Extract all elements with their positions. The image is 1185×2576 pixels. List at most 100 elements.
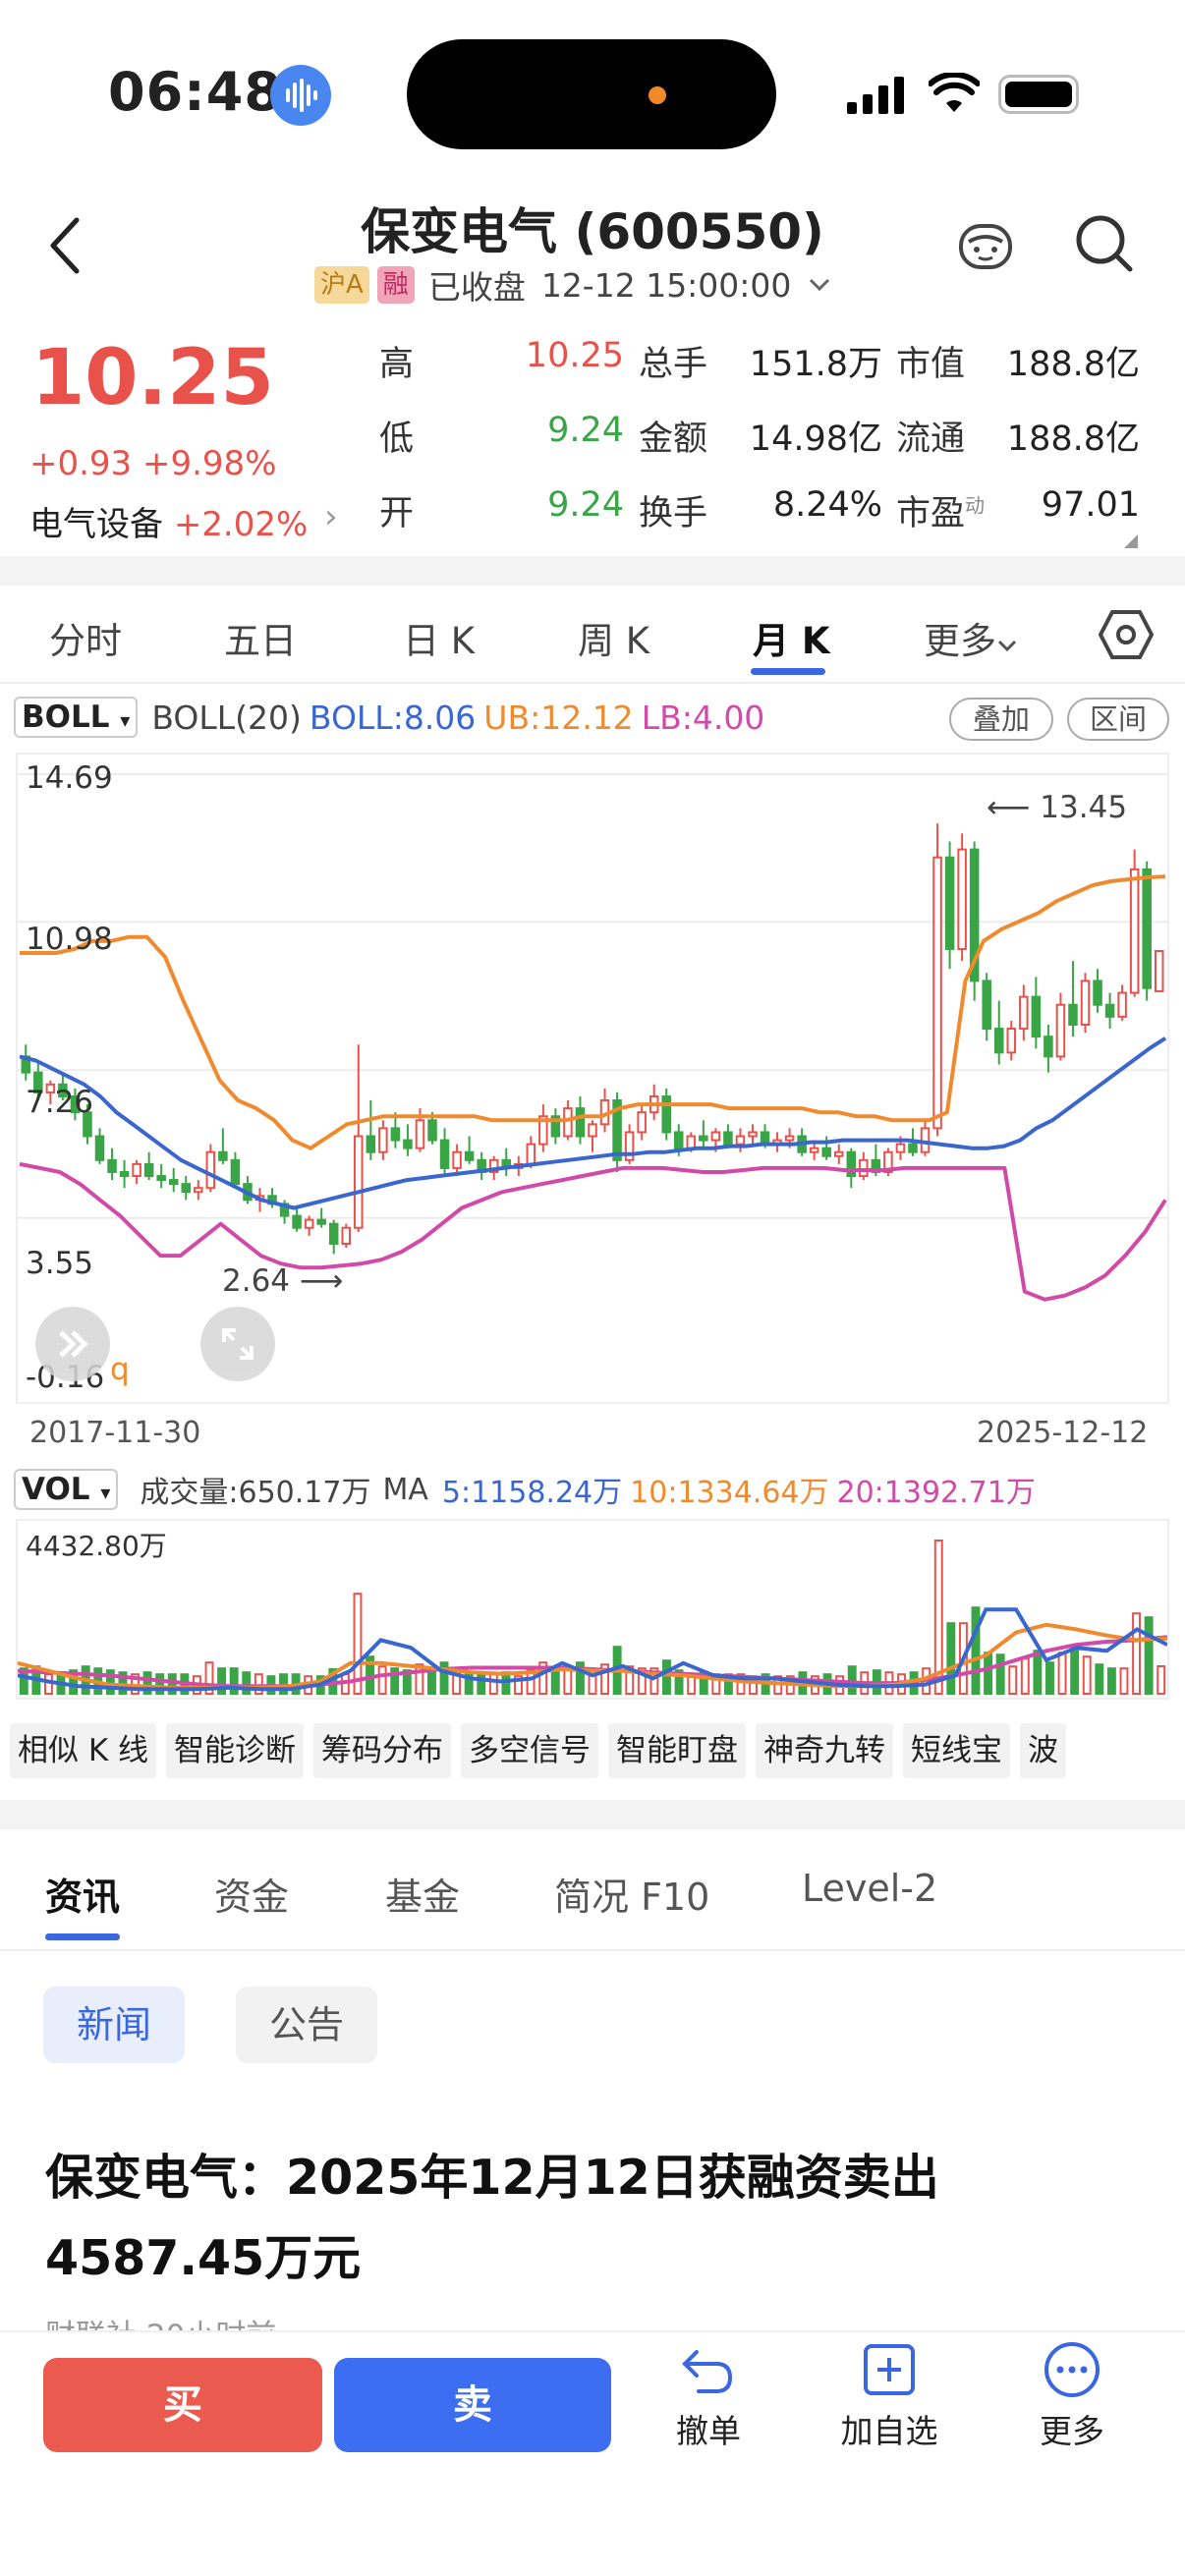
candle-body: [143, 1162, 154, 1178]
volume-bar: [402, 1669, 412, 1695]
tab-five-day[interactable]: 五日: [224, 620, 297, 662]
tab-daily-k[interactable]: 日 K: [403, 620, 476, 662]
tool-magic-nine[interactable]: 神奇九转: [756, 1723, 894, 1778]
tab-timeshare[interactable]: 分时: [49, 620, 122, 662]
volume-bar: [377, 1665, 387, 1695]
kline-chart-frame[interactable]: [16, 753, 1169, 1404]
tab-level2[interactable]: Level-2: [802, 1867, 938, 1910]
volume-bar: [687, 1675, 697, 1695]
kline-chart[interactable]: [18, 755, 1167, 1402]
more-actions-button[interactable]: 更多: [1008, 2342, 1136, 2452]
candle-body: [45, 1083, 56, 1093]
active-tab-underline: [45, 1933, 120, 1940]
search-icon[interactable]: [1073, 212, 1136, 275]
status-time: 06:48: [108, 61, 282, 123]
cancel-order-label: 撤单: [676, 2412, 741, 2450]
quote-label-low: 低: [379, 420, 415, 459]
quote-value-low: 9.24: [547, 411, 624, 450]
volume-bar: [933, 1540, 943, 1695]
candle-body: [1154, 949, 1164, 992]
quote-value-pe: 97.01: [1041, 485, 1140, 525]
sector-link[interactable]: 电气设备 +2.02%: [29, 497, 308, 545]
candle-body: [58, 1083, 68, 1097]
news-headline[interactable]: 保变电气：2025年12月12日获融资卖出4587.45万元: [45, 2150, 939, 2286]
candle-body: [699, 1135, 708, 1142]
volume-bar: [514, 1675, 523, 1695]
overlay-button[interactable]: 叠加: [949, 698, 1053, 741]
vol-ma5: 5:1158.24万: [441, 1476, 623, 1510]
candle-body: [895, 1143, 906, 1153]
candle-body: [550, 1115, 561, 1138]
chip-announcements[interactable]: 公告: [236, 1987, 377, 2063]
tab-profile-f10[interactable]: 简况 F10: [554, 1876, 710, 1919]
tool-smart-watch[interactable]: 智能盯盘: [608, 1723, 747, 1778]
candle-body: [1031, 995, 1042, 1038]
quote-label-pe: 市盈动: [896, 493, 986, 533]
vol-volume: 成交量:650.17万: [140, 1476, 371, 1510]
tool-smart-diagnosis[interactable]: 智能诊断: [166, 1723, 305, 1778]
volume-chart[interactable]: [18, 1521, 1167, 1698]
candle-body: [661, 1094, 671, 1134]
boll-indicator-select[interactable]: BOLL ▾: [14, 697, 139, 738]
chevron-right-icon[interactable]: ›: [324, 497, 338, 536]
tool-long-short-signal[interactable]: 多空信号: [461, 1723, 599, 1778]
add-watchlist-button[interactable]: 加自选: [825, 2342, 953, 2452]
settings-hexagon-icon[interactable]: [1099, 609, 1154, 660]
quote-label-float-cap: 流通: [896, 420, 966, 459]
volume-bar: [229, 1667, 239, 1695]
volume-chart-frame[interactable]: [16, 1519, 1169, 1700]
expand-corner-icon[interactable]: [1124, 534, 1138, 548]
quote-value-high: 10.25: [525, 336, 624, 375]
fullscreen-icon: [222, 1328, 254, 1360]
boll-upper-line: [20, 874, 1166, 1150]
candle-body: [908, 1143, 918, 1153]
candle-body: [637, 1111, 647, 1134]
vol-indicator-bar: VOL ▾ 成交量:650.17万 MA 5:1158.24万 10:1334.…: [14, 1468, 1036, 1511]
volume-bar: [550, 1667, 560, 1695]
tool-wave[interactable]: 波: [1020, 1723, 1067, 1778]
buy-button[interactable]: 买: [43, 2358, 322, 2452]
tab-more[interactable]: 更多: [924, 611, 1018, 664]
candle-body: [354, 1135, 364, 1229]
volume-bar: [1144, 1616, 1154, 1695]
candle-body: [341, 1226, 352, 1245]
tool-similar-kline[interactable]: 相似 K 线: [10, 1723, 157, 1778]
low-marker: 2.64 ⟶: [222, 1263, 344, 1299]
vol-indicator-select[interactable]: VOL ▾: [14, 1469, 119, 1510]
boll-upper-value: UB:12.12: [483, 698, 634, 737]
back-arrow-icon[interactable]: [45, 216, 85, 275]
candle-body: [723, 1131, 733, 1146]
market-status-line[interactable]: 沪A 融 已收盘 12-12 15:00:00: [314, 263, 834, 307]
candle-body: [710, 1131, 721, 1142]
volume-bar: [69, 1669, 79, 1695]
cancel-order-button[interactable]: 撤单: [645, 2342, 772, 2452]
y-axis-tick: 7.26: [26, 1085, 94, 1120]
tab-weekly-k[interactable]: 周 K: [578, 620, 650, 662]
candle-body: [70, 1094, 81, 1114]
tab-news-info[interactable]: 资讯: [45, 1876, 121, 1919]
status-bar: 06:48: [0, 0, 1185, 187]
tab-funds-flow[interactable]: 资金: [214, 1876, 290, 1919]
tab-fund[interactable]: 基金: [385, 1876, 461, 1919]
tool-chip-distribution[interactable]: 筹码分布: [313, 1723, 452, 1778]
assistant-robot-icon[interactable]: [955, 214, 1016, 275]
candle-body: [94, 1135, 105, 1161]
expand-sidebar-button[interactable]: [35, 1307, 110, 1381]
candle-body: [415, 1119, 425, 1149]
candle-body: [230, 1158, 241, 1186]
candle-body: [452, 1150, 462, 1169]
candle-body: [846, 1150, 857, 1178]
volume-bar: [637, 1667, 647, 1695]
fullscreen-button[interactable]: [200, 1307, 275, 1381]
tool-short-term[interactable]: 短线宝: [903, 1723, 1011, 1778]
sell-button[interactable]: 卖: [334, 2358, 611, 2452]
boll-lower-value: LB:4.00: [641, 698, 765, 737]
range-button[interactable]: 区间: [1067, 698, 1169, 741]
candle-body: [403, 1139, 413, 1149]
chip-news[interactable]: 新闻: [43, 1987, 185, 2063]
candle-body: [328, 1222, 339, 1245]
quote-label-open: 开: [379, 494, 415, 533]
tab-monthly-k[interactable]: 月 K: [753, 620, 830, 662]
volume-bar: [1008, 1665, 1018, 1695]
current-price: 10.25: [31, 334, 274, 422]
